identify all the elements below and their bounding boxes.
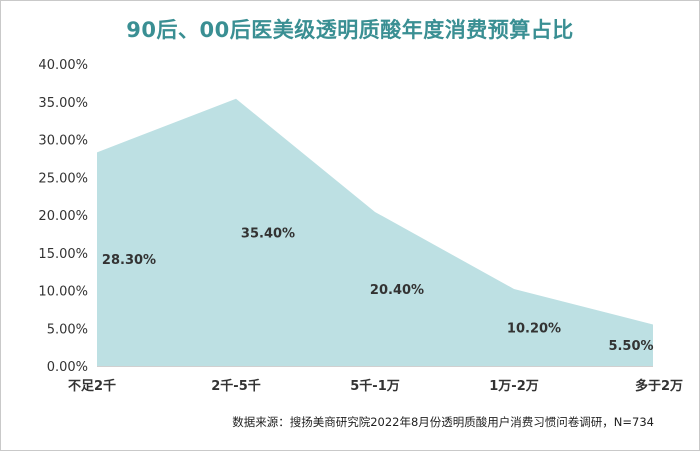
x-tick-label: 多于2万 [635,378,683,394]
y-tick-label: 25.00% [38,171,88,186]
area-series [97,98,653,366]
data-label: 35.40% [241,226,295,241]
y-tick-label: 15.00% [38,247,88,262]
data-labels: 28.30% 35.40% 20.40% 10.20% 5.50% [102,226,654,354]
data-label: 5.50% [608,339,653,354]
x-tick-label: 2千-5千 [211,378,261,394]
x-tick-label: 1万-2万 [489,379,539,394]
data-label: 28.30% [102,253,156,268]
chart-title: 90后、00后医美级透明质酸年度消费预算占比 [126,18,574,42]
y-tick-label: 35.00% [38,96,88,111]
y-axis: 0.00% 5.00% 10.00% 15.00% 20.00% 25.00% 30.00%… [38,58,88,375]
y-tick-label: 20.00% [38,209,88,224]
y-tick-label: 10.00% [38,285,88,300]
y-tick-label: 40.00% [38,58,88,73]
y-tick-label: 0.00% [47,360,88,375]
data-label: 10.20% [507,321,561,336]
x-tick-label: 不足2千 [68,378,116,394]
x-axis: 不足2千 2千-5千 5千-1万 1万-2万 多于2万 [68,378,683,394]
data-label: 20.40% [370,283,424,298]
source-note: 数据来源：搜扬美商研究院2022年8月份透明质酸用户消费习惯问卷调研，N=734 [232,415,654,429]
y-tick-label: 30.00% [38,134,88,149]
x-tick-label: 5千-1万 [350,378,400,394]
plot-area [97,98,653,367]
y-tick-label: 5.00% [47,322,88,337]
